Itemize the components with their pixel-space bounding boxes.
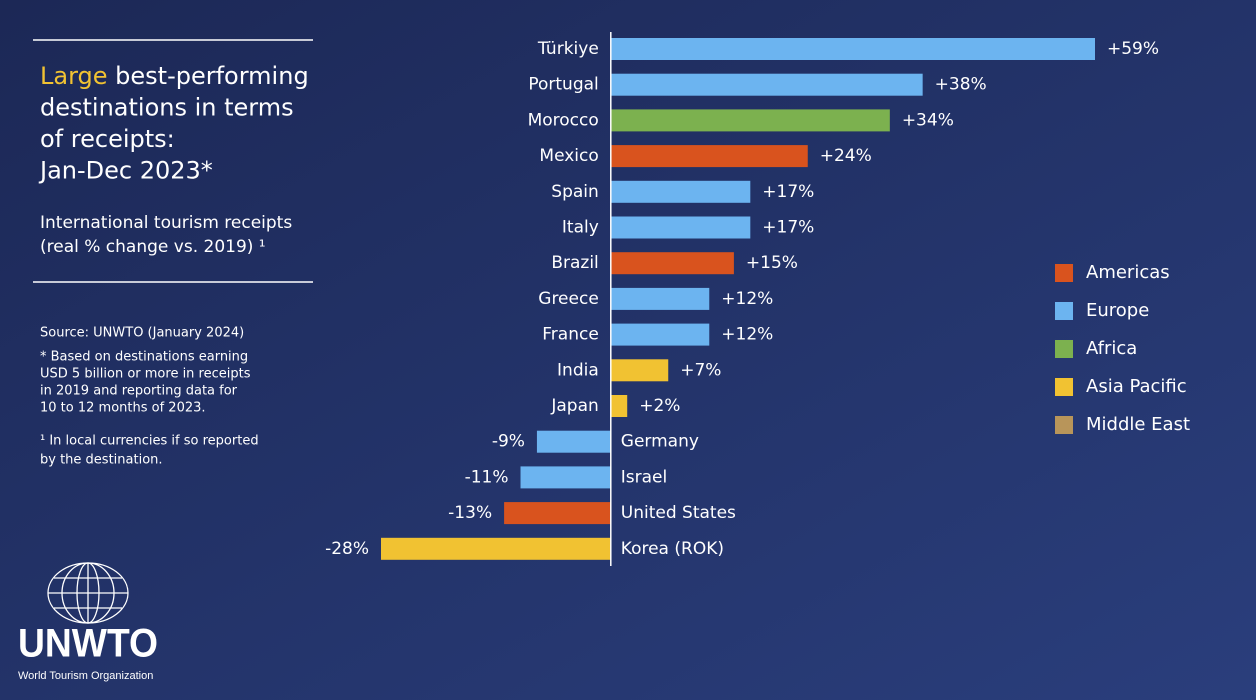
note: * Based on destinations earning [40, 350, 248, 365]
bar [610, 109, 890, 132]
legend-label: Africa [1086, 338, 1137, 359]
footnote: by the destination. [40, 453, 163, 468]
bar [610, 395, 628, 417]
value-label: +12% [721, 325, 773, 345]
category-label: United States [621, 503, 736, 523]
logo-name: UNWTO [18, 622, 158, 666]
category-label: Korea (ROK) [621, 539, 724, 559]
bar [610, 252, 734, 275]
logo-full-name: World Tourism Organization [18, 670, 153, 682]
slide-title: of receipts: [40, 125, 175, 153]
value-label: +12% [721, 289, 773, 309]
title-line: best-performing [108, 62, 309, 90]
note: 10 to 12 months of 2023. [40, 401, 206, 416]
footnote: ¹ In local currencies if so reported [40, 434, 259, 449]
value-label: +59% [1107, 39, 1159, 59]
bar [610, 145, 808, 168]
subtitle: International tourism receipts [40, 213, 292, 233]
legend-swatch [1055, 378, 1073, 396]
value-label: +7% [680, 360, 721, 380]
value-label: +38% [935, 75, 987, 95]
title-line: of receipts: [40, 125, 175, 153]
title-line: Jan-Dec 2023* [38, 157, 213, 185]
category-label: Greece [538, 289, 599, 309]
value-label: +17% [762, 218, 814, 238]
value-label: +2% [639, 396, 680, 416]
subtitle: (real % change vs. 2019) ¹ [40, 237, 266, 257]
legend-swatch [1055, 340, 1073, 358]
value-label: -13% [448, 503, 492, 523]
bar [610, 287, 710, 310]
category-label: Italy [562, 218, 599, 238]
value-label: +15% [746, 253, 798, 273]
logo-globe [47, 562, 129, 624]
bar [520, 466, 611, 489]
legend-label: Middle East [1086, 414, 1190, 435]
bar [610, 180, 751, 203]
value-label: -9% [492, 432, 525, 452]
category-label: Germany [621, 432, 699, 452]
bar [610, 38, 1095, 60]
category-label: France [542, 325, 599, 345]
category-label: Morocco [528, 110, 599, 130]
legend-label: Asia Pacific [1086, 376, 1187, 397]
source: Source: UNWTO (January 2024) [40, 326, 244, 341]
bar [610, 216, 751, 239]
value-label: +34% [902, 110, 954, 130]
legend-swatch [1055, 302, 1073, 320]
title-highlight: Large [40, 62, 108, 90]
legend-swatch [1055, 264, 1073, 282]
slide-title: destinations in terms [40, 94, 294, 122]
note: in 2019 and reporting data for [40, 384, 238, 399]
value-label: +24% [820, 146, 872, 166]
category-label: Türkiye [537, 39, 599, 59]
bar [504, 502, 611, 525]
bar [536, 430, 611, 453]
category-label: Portugal [528, 75, 598, 95]
value-label: -28% [325, 539, 369, 559]
category-label: India [557, 360, 599, 380]
slide-title: Large best-performing [40, 62, 309, 90]
value-label: +17% [762, 182, 814, 202]
bar [610, 73, 923, 96]
category-label: Spain [551, 182, 599, 202]
value-label: -11% [465, 467, 509, 487]
legend-label: Europe [1086, 300, 1149, 321]
bar [381, 537, 611, 560]
note: USD 5 billion or more in receipts [40, 367, 251, 382]
legend-label: Americas [1086, 262, 1170, 283]
category-label: Japan [550, 396, 598, 416]
title-line: destinations in terms [40, 94, 294, 122]
category-label: Brazil [551, 253, 598, 273]
legend-swatch [1055, 416, 1073, 434]
bar [610, 359, 669, 382]
slide-title: Jan-Dec 2023* [38, 157, 213, 185]
bar [610, 323, 710, 346]
category-label: Israel [621, 467, 667, 487]
category-label: Mexico [539, 146, 598, 166]
